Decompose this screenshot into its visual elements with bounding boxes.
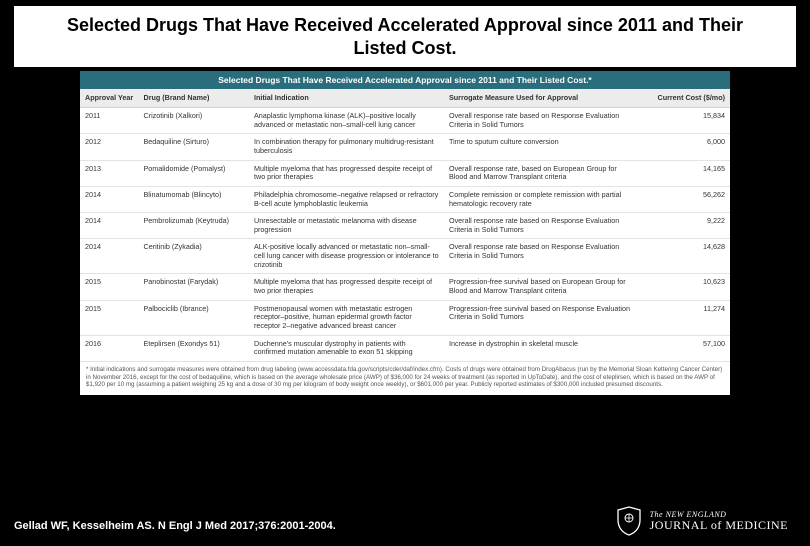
cell-year: 2015 [80,274,139,300]
cell-indication: Multiple myeloma that has progressed des… [249,274,444,300]
citation: Gellad WF, Kesselheim AS. N Engl J Med 2… [14,520,336,532]
cell-indication: Multiple myeloma that has progressed des… [249,160,444,186]
table-row: 2016Eteplirsen (Exondys 51)Duchenne's mu… [80,335,730,361]
cell-indication: Anaplastic lymphoma kinase (ALK)–positiv… [249,108,444,134]
cell-surrogate: Overall response rate based on Response … [444,239,639,274]
cell-drug: Eteplirsen (Exondys 51) [139,335,250,361]
drug-table: Approval Year Drug (Brand Name) Initial … [80,89,730,362]
cell-year: 2016 [80,335,139,361]
table-banner: Selected Drugs That Have Received Accele… [80,71,730,89]
table-footnote: * Initial indications and surrogate meas… [80,362,730,395]
table-row: 2015Palbociclib (Ibrance)Postmenopausal … [80,300,730,335]
cell-drug: Crizotinib (Xalkori) [139,108,250,134]
cell-indication: Duchenne's muscular dystrophy in patient… [249,335,444,361]
col-indication: Initial Indication [249,89,444,108]
cell-cost: 56,262 [639,186,730,212]
cell-year: 2013 [80,160,139,186]
cell-cost: 14,628 [639,239,730,274]
cell-surrogate: Overall response rate based on Response … [444,213,639,239]
table-row: 2013Pomalidomide (Pomalyst)Multiple myel… [80,160,730,186]
cell-year: 2011 [80,108,139,134]
cell-indication: Philadelphia chromosome–negative relapse… [249,186,444,212]
cell-surrogate: Progression-free survival based on Europ… [444,274,639,300]
cell-surrogate: Overall response rate based on Response … [444,108,639,134]
cell-drug: Ceritinib (Zykadia) [139,239,250,274]
table-row: 2011Crizotinib (Xalkori)Anaplastic lymph… [80,108,730,134]
cell-drug: Bedaquiline (Sirturo) [139,134,250,160]
cell-drug: Palbociclib (Ibrance) [139,300,250,335]
col-surrogate: Surrogate Measure Used for Approval [444,89,639,108]
slide-title: Selected Drugs That Have Received Accele… [14,6,796,67]
cell-year: 2014 [80,213,139,239]
cell-cost: 9,222 [639,213,730,239]
cell-surrogate: Increase in dystrophin in skeletal muscl… [444,335,639,361]
journal-logo: The NEW ENGLAND JOURNAL of MEDICINE [616,506,788,536]
table-body: 2011Crizotinib (Xalkori)Anaplastic lymph… [80,108,730,362]
cell-cost: 10,623 [639,274,730,300]
cell-year: 2015 [80,300,139,335]
col-drug: Drug (Brand Name) [139,89,250,108]
cell-surrogate: Complete remission or complete remission… [444,186,639,212]
table-container: Selected Drugs That Have Received Accele… [80,71,730,395]
cell-year: 2014 [80,186,139,212]
cell-surrogate: Progression-free survival based on Respo… [444,300,639,335]
cell-indication: In combination therapy for pulmonary mul… [249,134,444,160]
cell-year: 2012 [80,134,139,160]
cell-drug: Pembrolizumab (Keytruda) [139,213,250,239]
cell-cost: 14,165 [639,160,730,186]
cell-drug: Pomalidomide (Pomalyst) [139,160,250,186]
shield-icon [616,506,642,536]
cell-drug: Panobinostat (Farydak) [139,274,250,300]
cell-cost: 57,100 [639,335,730,361]
cell-drug: Blinatumomab (Blincyto) [139,186,250,212]
cell-indication: Unresectable or metastatic melanoma with… [249,213,444,239]
table-row: 2015Panobinostat (Farydak)Multiple myelo… [80,274,730,300]
cell-cost: 15,834 [639,108,730,134]
cell-surrogate: Time to sputum culture conversion [444,134,639,160]
cell-year: 2014 [80,239,139,274]
table-row: 2014Blinatumomab (Blincyto)Philadelphia … [80,186,730,212]
cell-surrogate: Overall response rate, based on European… [444,160,639,186]
col-year: Approval Year [80,89,139,108]
table-row: 2014Pembrolizumab (Keytruda)Unresectable… [80,213,730,239]
cell-indication: Postmenopausal women with metastatic est… [249,300,444,335]
col-cost: Current Cost ($/mo) [639,89,730,108]
journal-line2: JOURNAL of MEDICINE [650,519,788,532]
table-row: 2012Bedaquiline (Sirturo)In combination … [80,134,730,160]
cell-cost: 6,000 [639,134,730,160]
header-row: Approval Year Drug (Brand Name) Initial … [80,89,730,108]
table-row: 2014Ceritinib (Zykadia)ALK-positive loca… [80,239,730,274]
cell-cost: 11,274 [639,300,730,335]
cell-indication: ALK-positive locally advanced or metasta… [249,239,444,274]
